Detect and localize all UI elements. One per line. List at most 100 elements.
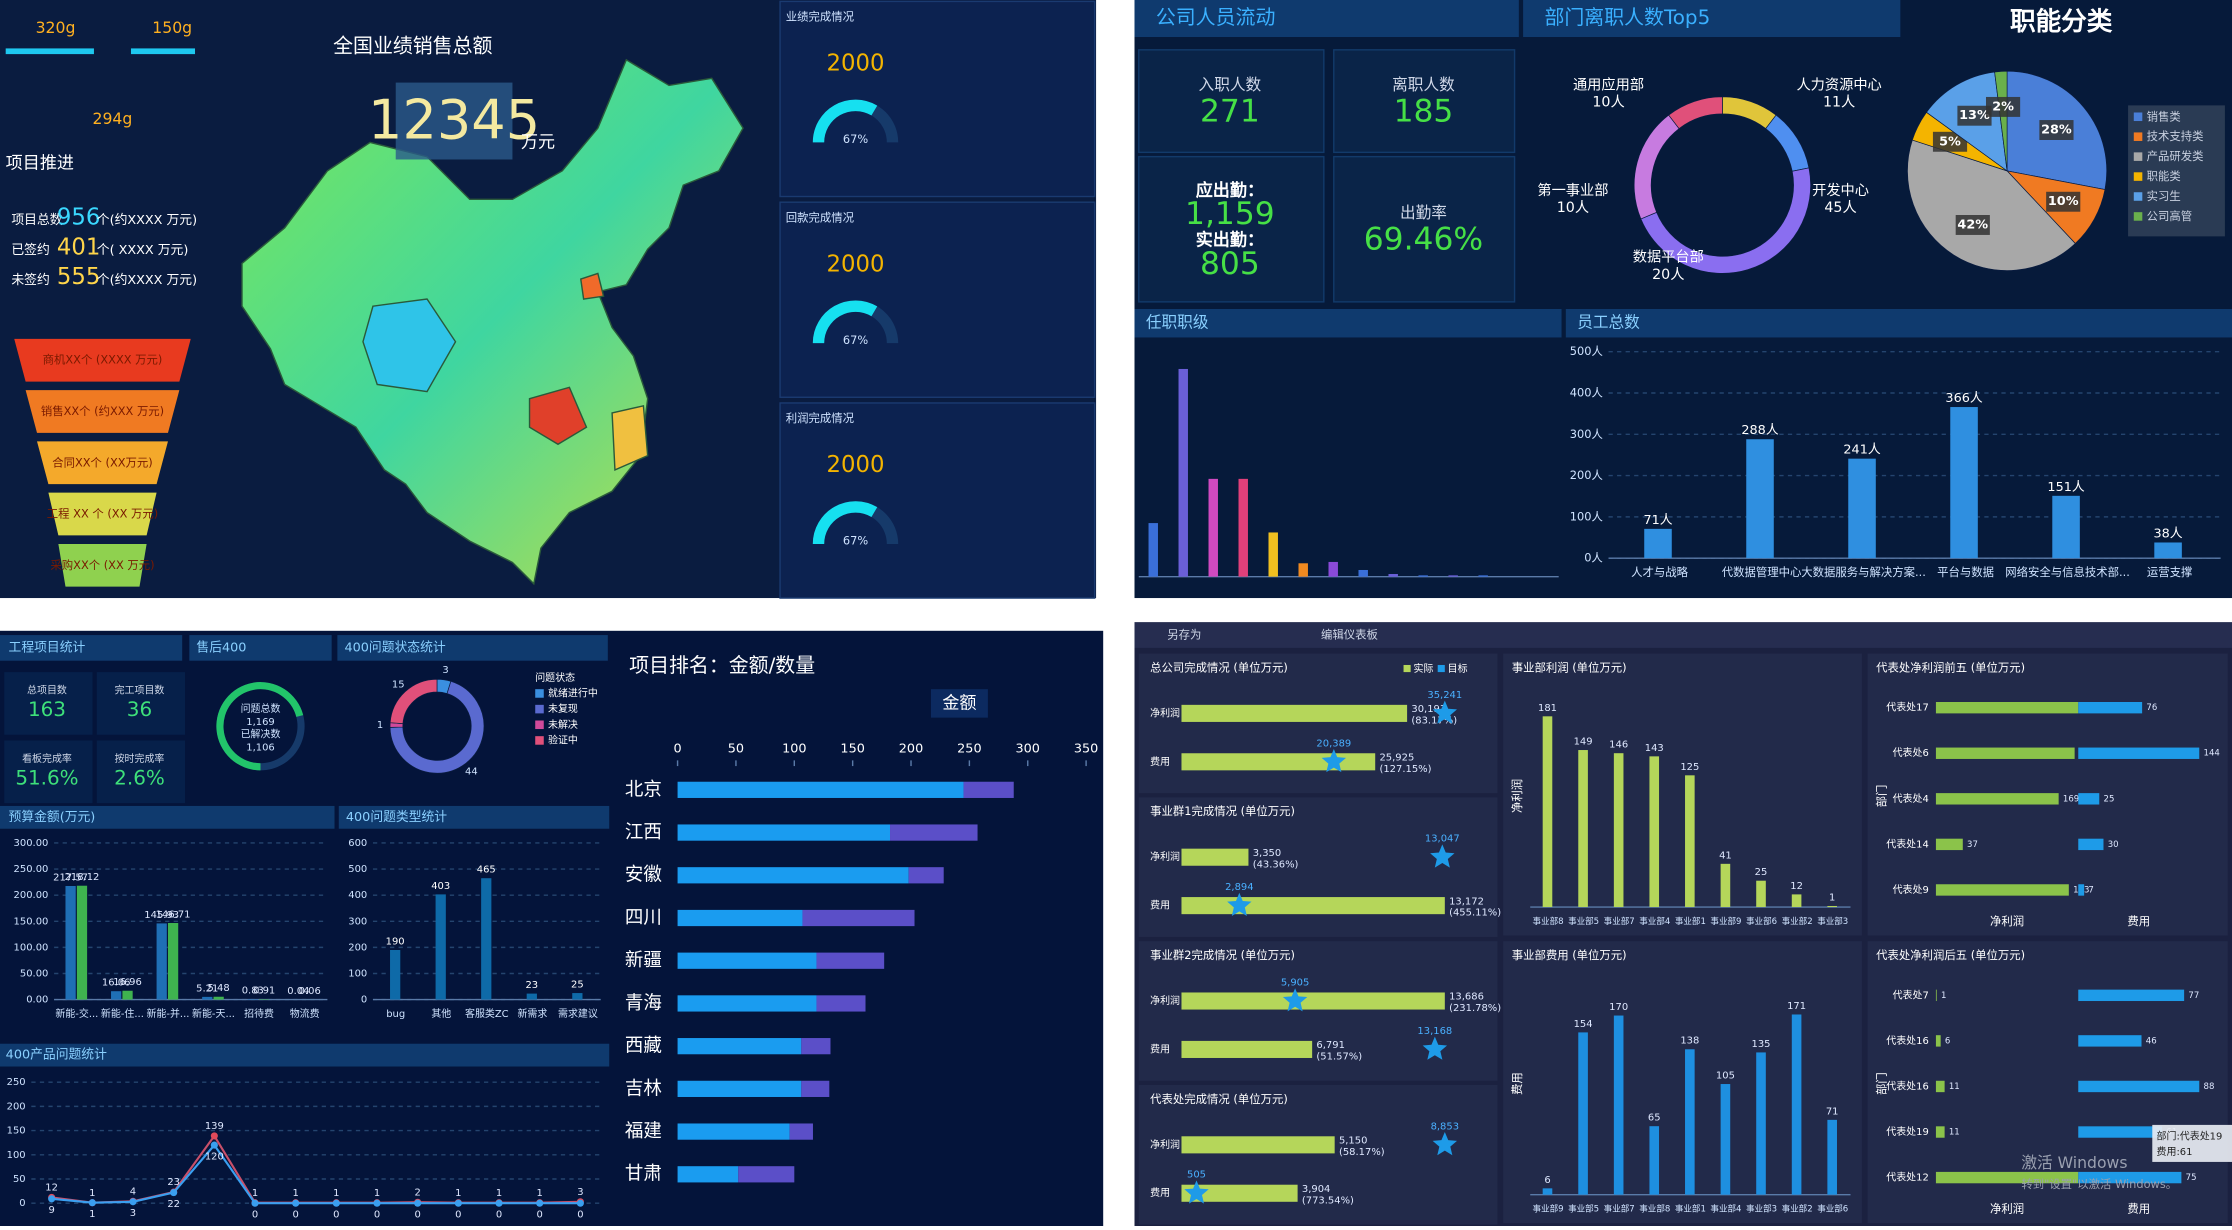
x-tick-label: 事业部7: [1604, 915, 1635, 927]
x-tick-label: 事业部8: [1533, 915, 1564, 927]
label: 净利润: [1150, 994, 1180, 1007]
x-axis-label: 费用: [2127, 1201, 2150, 1215]
value-label: 1: [537, 1188, 543, 1199]
point: [170, 1189, 177, 1196]
point: [455, 1200, 462, 1207]
legend-swatch: [2134, 172, 2143, 181]
bar: [2078, 839, 2103, 850]
bar: [1746, 439, 1774, 558]
bar: [1827, 906, 1837, 907]
value-label: 42%: [1957, 217, 1988, 232]
panel-title: 代表处净利润后五 (单位万元): [1876, 948, 2025, 962]
bar: [1685, 1049, 1695, 1194]
legend-swatch: [1438, 665, 1445, 672]
funnel-label: 合同XX个 (XX万元): [52, 455, 153, 469]
value-label: 23: [525, 980, 538, 991]
bar: [2078, 1035, 2141, 1046]
value-label: 9: [48, 1205, 54, 1216]
bar: [801, 1081, 829, 1097]
bar: [214, 997, 224, 1000]
panel-title: 项目排名：金额/数量: [629, 654, 815, 677]
label: 已签约: [11, 242, 49, 258]
x-tick-label: 200: [899, 741, 923, 756]
y-tick-label: 200.00: [14, 890, 49, 901]
x-tick-label: 事业部9: [1533, 1202, 1564, 1214]
point: [292, 1200, 299, 1207]
value-label: 149: [1574, 736, 1593, 747]
bar: [2078, 1126, 2162, 1137]
bar: [1936, 1081, 1945, 1092]
y-tick-label: 250: [7, 1077, 26, 1088]
value-label: 5,905: [1281, 978, 1309, 989]
project-value: 555: [57, 264, 100, 290]
y-tick-label: 代表处9: [1893, 883, 1929, 896]
bar: [1181, 992, 1444, 1009]
bar: [1936, 1126, 1945, 1137]
x-tick-label: 新能-天...: [192, 1007, 235, 1020]
legend-label: 通用应用部: [1573, 75, 1644, 93]
bar: [738, 1166, 794, 1182]
x-tick-label: 100: [782, 741, 806, 756]
toolbar-button[interactable]: 编辑仪表板: [1321, 628, 1378, 642]
button-label[interactable]: 金额: [942, 693, 976, 713]
gauge-value: 2000: [827, 251, 885, 277]
total-unit: 万元: [521, 132, 555, 152]
value-label: 25,925: [1379, 753, 1414, 764]
y-tick-label: 100人: [1570, 509, 1603, 523]
y-tick-label: 新疆: [625, 950, 662, 971]
x-tick-label: 150: [840, 741, 864, 756]
bar: [2078, 884, 2084, 895]
y-tick-label: 北京: [625, 779, 662, 800]
label: 个(约XXXX 万元): [97, 213, 197, 228]
panel-title: 代表处完成情况 (单位万元): [1150, 1092, 1288, 1106]
toolbar-button[interactable]: 另存为: [1167, 628, 1201, 642]
bar: [678, 824, 890, 840]
kpi-value: 805: [1200, 246, 1260, 282]
bar: [1181, 753, 1375, 770]
bar: [1328, 562, 1337, 577]
bar: [1181, 1041, 1312, 1058]
kpi-value: 163: [28, 698, 66, 721]
value-label: 25: [571, 980, 584, 991]
value-label: 10人: [1557, 200, 1589, 216]
value-label: 154: [1574, 1019, 1593, 1030]
y-tick-label: 四川: [625, 907, 662, 928]
value-label: 25: [1755, 867, 1768, 878]
point: [129, 1198, 136, 1205]
bar: [1644, 529, 1672, 558]
axis-label: 费用: [1510, 1072, 1524, 1095]
x-tick-label: 物流费: [290, 1007, 320, 1020]
bar: [909, 867, 944, 883]
value-label: 11: [1949, 1082, 1960, 1092]
value-label: 1: [377, 720, 383, 731]
bar: [1358, 570, 1367, 577]
x-tick-label: 人才与战略: [1631, 565, 1688, 579]
bar: [527, 994, 537, 1000]
value-label: 3: [130, 1208, 136, 1219]
value-label: 28%: [2041, 123, 2072, 138]
legend-label: 开发中心: [1812, 182, 1869, 199]
value-label: 12: [1790, 881, 1803, 892]
point: [48, 1195, 55, 1202]
value-label: 170: [1609, 1002, 1628, 1013]
value-label: 13,686: [1449, 992, 1484, 1003]
bar: [1543, 716, 1553, 907]
y-tick-label: 150: [7, 1126, 26, 1137]
label: 个(约XXXX 万元): [97, 273, 197, 288]
label: 个( XXXX 万元): [97, 243, 189, 258]
legend-label: 公司高管: [2147, 209, 2192, 223]
map-title: 全国业绩销售总额: [333, 34, 492, 57]
legend-swatch: [2134, 152, 2143, 161]
gauge-percent: 67%: [843, 132, 868, 146]
panel-title: 员工总数: [1577, 313, 1640, 332]
value-label: (231.78%): [1449, 1003, 1501, 1014]
kpi-value: 69.46%: [1364, 222, 1483, 258]
value-label: 171: [1787, 1001, 1806, 1012]
value-label: (773.54%): [1302, 1195, 1354, 1206]
bar: [1578, 1032, 1588, 1194]
point: [373, 1200, 380, 1207]
panel-title: 400产品问题统计: [6, 1048, 107, 1063]
label: 利润完成情况: [786, 411, 854, 425]
y-tick-label: 代表处17: [1886, 701, 1929, 714]
gauge-percent: 67%: [843, 333, 868, 347]
